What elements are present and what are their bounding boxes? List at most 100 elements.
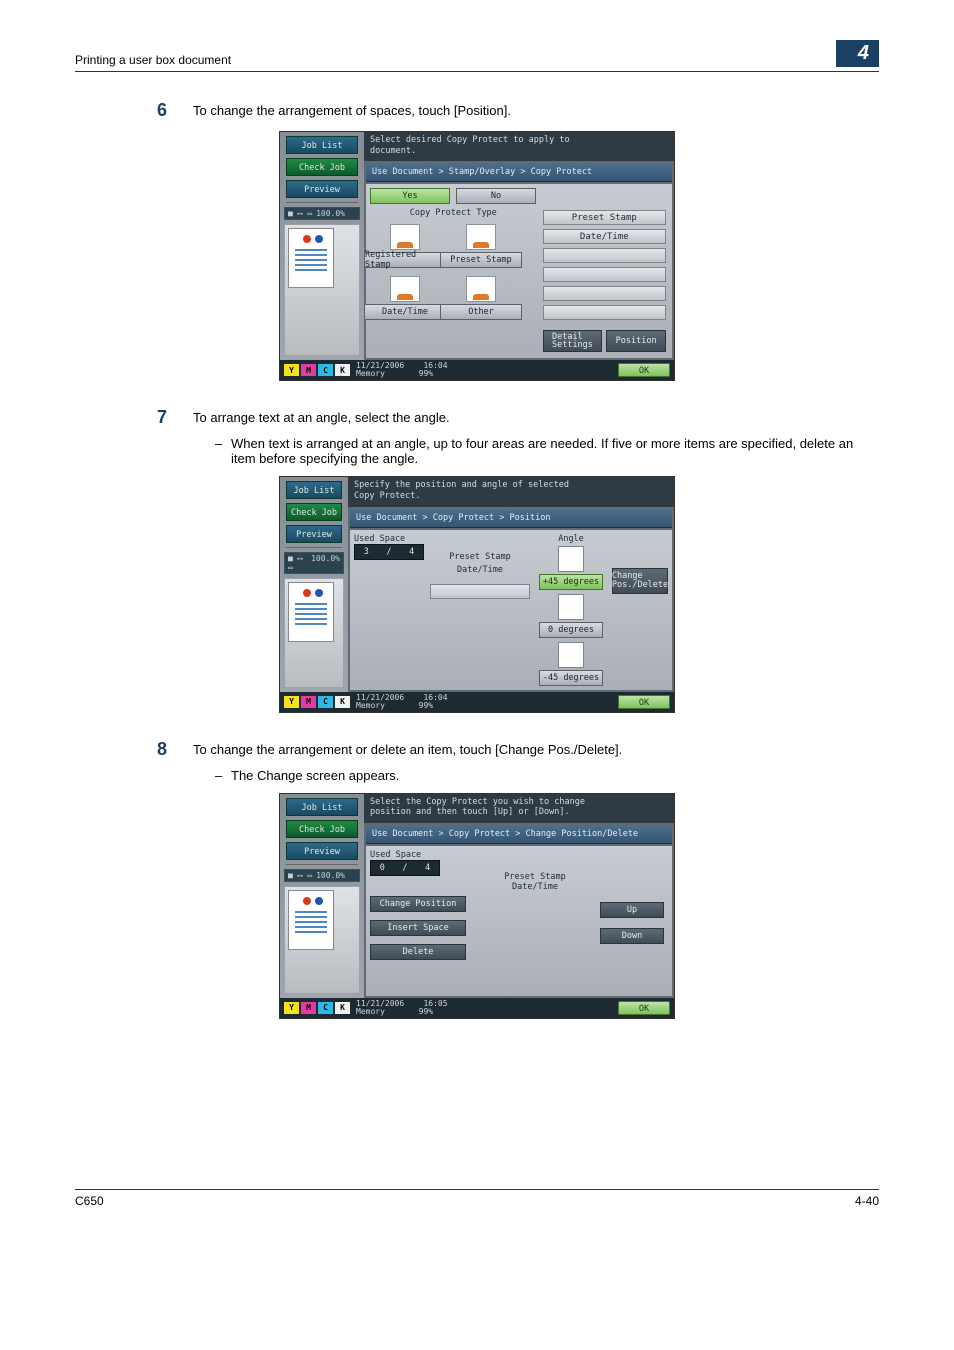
date-time-label: Date/Time: [476, 882, 594, 892]
toner-k-icon: K: [335, 364, 350, 376]
doc-preview-pane: [284, 886, 360, 994]
zoom-status: ■ ⟷ ▭100.0%: [284, 869, 360, 882]
type-label: Copy Protect Type: [370, 208, 537, 218]
check-job-button[interactable]: Check Job: [286, 820, 358, 838]
job-list-button[interactable]: Job List: [286, 481, 342, 499]
step-number: 7: [157, 407, 193, 428]
detail-settings-button[interactable]: Detail Settings: [543, 330, 603, 352]
other-icon: [466, 276, 496, 302]
step-8-sub: The Change screen appears.: [215, 768, 879, 783]
lcd-footer: Y M C K 11/21/2006 16:05 Memory 99% OK: [280, 998, 674, 1018]
lcd-sidebar: Job List Check Job Preview ■ ⟷ ▭100.0%: [280, 794, 364, 998]
lcd-screenshot-position: Job List Check Job Preview ■ ⟷ ▭100.0%: [279, 476, 675, 712]
toner-m-icon: M: [301, 1002, 316, 1014]
angle-0-button[interactable]: 0 degrees: [539, 622, 603, 638]
step-text: To change the arrangement or delete an i…: [193, 739, 622, 760]
zoom-value: 100.0%: [311, 554, 340, 572]
other-tile[interactable]: Other: [446, 276, 516, 320]
angle-m45-icon: [558, 642, 584, 668]
date-time-label: Date/Time: [457, 565, 503, 575]
change-pos-delete-button[interactable]: Change Pos./Delete: [612, 568, 668, 594]
doc-preview-pane: [284, 224, 360, 356]
used-space-label: Used Space: [370, 850, 470, 860]
toner-levels: Y M C K: [284, 364, 350, 376]
step-7: 7 To arrange text at an angle, select th…: [157, 407, 879, 428]
used-sep: /: [386, 547, 391, 557]
change-position-button[interactable]: Change Position: [370, 896, 466, 912]
position-slot: [430, 584, 530, 599]
step-text: To change the arrangement of spaces, tou…: [193, 100, 511, 121]
preview-button[interactable]: Preview: [286, 842, 358, 860]
header-title: Printing a user box document: [75, 53, 231, 67]
breadcrumb: Use Document > Copy Protect > Change Pos…: [366, 825, 672, 844]
step-text: To arrange text at an angle, select the …: [193, 407, 450, 428]
slot-empty-2: [543, 267, 666, 282]
footer-memlabel: Memory: [356, 369, 385, 378]
page-header: Printing a user box document 4: [75, 40, 879, 72]
footer-memlabel: Memory: [356, 701, 385, 710]
prompt-text: Specify the position and angle of select…: [348, 477, 674, 506]
step-number: 8: [157, 739, 193, 760]
toner-c-icon: C: [318, 696, 333, 708]
angle-m45-button[interactable]: -45 degrees: [539, 670, 603, 686]
registered-stamp-tile[interactable]: Registered Stamp: [370, 224, 440, 268]
toner-m-icon: M: [301, 364, 316, 376]
preview-button[interactable]: Preview: [286, 180, 358, 198]
footer-right: 4-40: [855, 1194, 879, 1208]
preset-stamp-icon: [466, 224, 496, 250]
used-space-value: 3 / 4: [354, 544, 424, 560]
yes-button[interactable]: Yes: [370, 188, 450, 204]
check-job-button[interactable]: Check Job: [286, 503, 342, 521]
delete-button[interactable]: Delete: [370, 944, 466, 960]
step-number: 6: [157, 100, 193, 121]
slot-empty-1: [543, 248, 666, 263]
footer-mem: 99%: [419, 701, 433, 710]
up-button[interactable]: Up: [600, 902, 664, 918]
toner-y-icon: Y: [284, 364, 299, 376]
no-button[interactable]: No: [456, 188, 536, 204]
step-8: 8 To change the arrangement or delete an…: [157, 739, 879, 760]
used-count: 0: [380, 863, 385, 873]
registered-stamp-icon: [390, 224, 420, 250]
footer-mem: 99%: [419, 369, 433, 378]
used-max: 4: [409, 547, 414, 557]
insert-space-button[interactable]: Insert Space: [370, 920, 466, 936]
registered-stamp-label: Registered Stamp: [364, 252, 446, 268]
preset-stamp-label: Preset Stamp: [476, 872, 594, 882]
angle-p45-button[interactable]: +45 degrees: [539, 574, 603, 590]
used-sep: /: [402, 863, 407, 873]
position-button[interactable]: Position: [606, 330, 666, 352]
chapter-number: 4: [836, 40, 879, 67]
prompt-text: Select desired Copy Protect to apply to …: [364, 132, 674, 161]
lcd-screenshot-change-delete: Job List Check Job Preview ■ ⟷ ▭100.0%: [279, 793, 675, 1019]
check-job-button[interactable]: Check Job: [286, 158, 358, 176]
angle-p45-icon: [558, 546, 584, 572]
date-time-tile[interactable]: Date/Time: [370, 276, 440, 320]
footer-datetime: 11/21/2006 16:04 Memory 99%: [356, 694, 448, 710]
used-space-label: Used Space: [354, 534, 424, 544]
lcd-sidebar: Job List Check Job Preview ■ ⟷ ▭100.0%: [280, 132, 364, 360]
toner-k-icon: K: [335, 1002, 350, 1014]
slot-empty-3: [543, 286, 666, 301]
toner-k-icon: K: [335, 696, 350, 708]
toner-c-icon: C: [318, 364, 333, 376]
doc-thumbnail-icon: [288, 228, 334, 288]
angle-label: Angle: [536, 534, 606, 544]
ok-button[interactable]: OK: [618, 363, 670, 377]
job-list-button[interactable]: Job List: [286, 798, 358, 816]
ok-button[interactable]: OK: [618, 1001, 670, 1015]
preview-button[interactable]: Preview: [286, 525, 342, 543]
ok-button[interactable]: OK: [618, 695, 670, 709]
prompt-text: Select the Copy Protect you wish to chan…: [364, 794, 674, 823]
toner-y-icon: Y: [284, 696, 299, 708]
angle-0-icon: [558, 594, 584, 620]
toner-levels: Y M C K: [284, 696, 350, 708]
preset-stamp-label: Preset Stamp: [449, 552, 510, 562]
down-button[interactable]: Down: [600, 928, 664, 944]
footer-datetime: 11/21/2006 16:05 Memory 99%: [356, 1000, 448, 1016]
footer-left: C650: [75, 1194, 104, 1208]
footer-memlabel: Memory: [356, 1007, 385, 1016]
job-list-button[interactable]: Job List: [286, 136, 358, 154]
preset-stamp-tile[interactable]: Preset Stamp: [446, 224, 516, 268]
breadcrumb: Use Document > Copy Protect > Position: [350, 509, 672, 528]
